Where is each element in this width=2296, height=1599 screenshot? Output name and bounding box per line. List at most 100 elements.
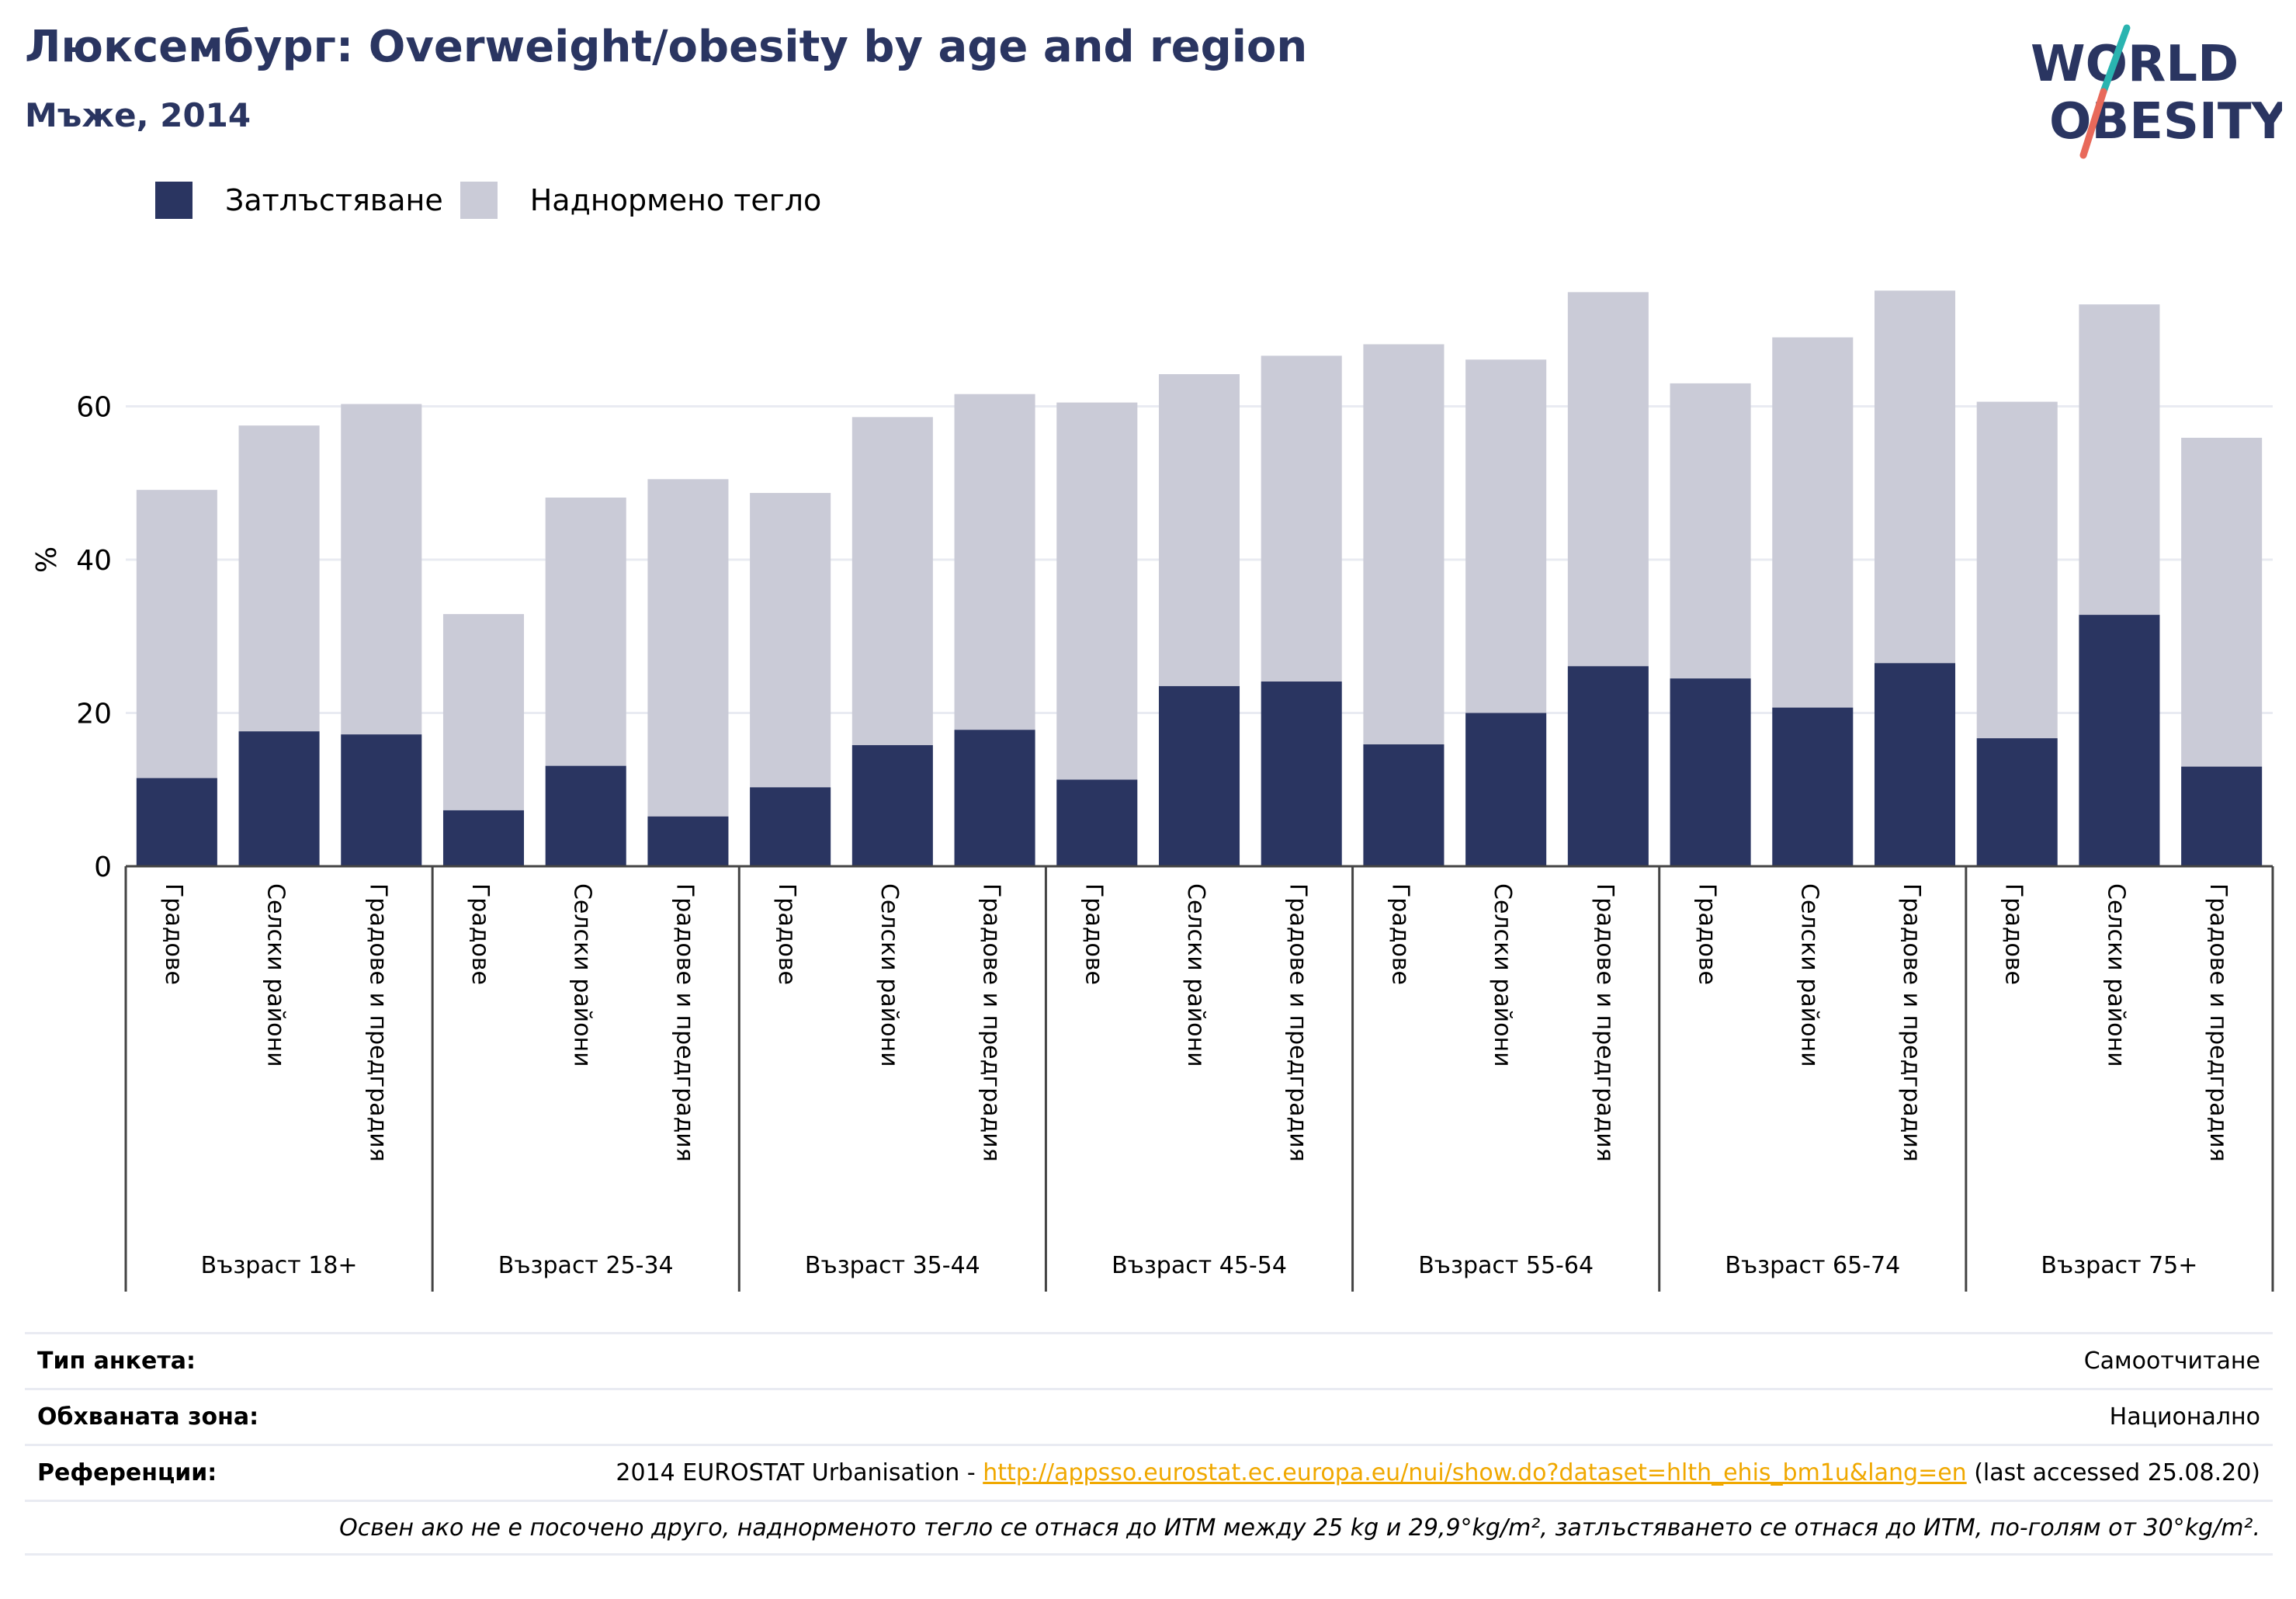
legend-swatch-obesity (155, 182, 192, 219)
bar-chart: 0 20 40 60% Градове Селски райони Градове и пр… (31, 290, 2274, 1292)
x-tick-label-region: Селски райони (1795, 883, 1823, 1067)
bar-overweight (442, 614, 525, 810)
logo-slash-teal (2100, 24, 2131, 95)
bar-obesity (1567, 666, 1649, 866)
x-tick-label-region: Градове (466, 883, 494, 985)
bar-obesity (136, 778, 217, 866)
x-tick-label-region: Селски райони (262, 883, 290, 1067)
x-tick-label-region: Селски райони (2102, 883, 2129, 1067)
x-group-label: Възраст 45-54 (1112, 1252, 1287, 1279)
x-tick-label-region: Градове и предградия (671, 883, 698, 1162)
references-label: Референции: (37, 1459, 217, 1486)
bar-obesity (1874, 663, 1956, 866)
bar-overweight (1670, 383, 1751, 679)
x-group-label: Възраст 65-74 (1725, 1252, 1900, 1279)
bar-overweight (851, 417, 933, 745)
reference-suffix: (last accessed 25.08.20) (1966, 1459, 2260, 1486)
reference-link[interactable]: http://appsso.eurostat.ec.europa.eu/nui/… (983, 1459, 1967, 1486)
x-tick-label-region: Градове (1694, 883, 1721, 985)
bar-obesity (1772, 707, 1854, 866)
x-group-label: Възраст 75+ (2041, 1252, 2197, 1279)
bar-obesity (238, 731, 320, 866)
coverage-area-value: Национално (2109, 1403, 2260, 1431)
bar-overweight (1567, 292, 1649, 667)
bar-overweight (954, 394, 1035, 730)
x-tick-label-region: Градове (1080, 883, 1107, 985)
bar-obesity (442, 810, 525, 866)
x-group-label: Възраст 18+ (201, 1252, 358, 1279)
bar-overweight (1261, 356, 1342, 682)
logo-line1: WORLD (2031, 36, 2239, 93)
legend-item-overweight[interactable]: Наднормено тегло (460, 182, 822, 219)
x-tick-label-region: Градове и предградия (978, 883, 1005, 1162)
bar-overweight (1976, 401, 2058, 739)
bar-overweight (545, 498, 626, 766)
info-row-survey: Тип анкета: Самоотчитане (25, 1332, 2273, 1388)
y-tick-label: 20 (76, 699, 112, 730)
bar-obesity (1158, 685, 1240, 866)
y-tick-label: 40 (76, 545, 112, 577)
bar-overweight (341, 404, 422, 735)
bar-overweight (136, 490, 217, 779)
bar-obesity (1670, 678, 1751, 866)
y-axis-label: % (31, 546, 63, 573)
reference-prefix: 2014 EUROSTAT Urbanisation - (616, 1459, 983, 1486)
page-title: Люксембург: Overweight/obesity by age an… (25, 22, 1308, 72)
bar-obesity (1465, 713, 1547, 866)
legend-label-obesity: Затлъстяване (225, 183, 443, 217)
x-tick-label-region: Селски райони (1489, 883, 1516, 1067)
bar-overweight (1772, 337, 1854, 708)
x-group-label: Възраст 35-44 (805, 1252, 980, 1279)
y-tick-label: 0 (94, 852, 112, 883)
bar-overweight (1363, 344, 1445, 744)
y-tick-label: 60 (76, 392, 112, 424)
info-row-note: Освен ако не е посочено друго, наднормен… (25, 1500, 2273, 1556)
bar-overweight (1874, 290, 1956, 664)
legend-label-overweight: Наднормено тегло (529, 183, 822, 217)
x-tick-label-region: Градове (160, 883, 187, 985)
chart-legend: Затлъстяване Наднормено тегло (155, 177, 838, 224)
x-tick-label-region: Градове и предградия (1898, 883, 1925, 1162)
bar-overweight (1056, 402, 1138, 780)
bar-obesity (1056, 779, 1138, 866)
bar-obesity (954, 730, 1035, 866)
bar-overweight (647, 479, 729, 817)
info-table: Тип анкета: Самоотчитане Обхваната зона:… (25, 1332, 2273, 1556)
bar-obesity (1363, 744, 1445, 866)
x-group-label: Възраст 55-64 (1418, 1252, 1594, 1279)
bar-obesity (1976, 738, 2058, 866)
references-value: 2014 EUROSTAT Urbanisation - http://apps… (616, 1459, 2260, 1486)
bar-overweight (1158, 374, 1240, 686)
bar-obesity (545, 765, 626, 866)
bar-obesity (2181, 766, 2263, 866)
x-tick-label-region: Градове и предградия (2204, 883, 2232, 1162)
x-tick-label-region: Градове (1386, 883, 1413, 985)
bar-obesity (341, 734, 422, 866)
bar-obesity (647, 816, 729, 866)
info-row-references: Референции: 2014 EUROSTAT Urbanisation -… (25, 1444, 2273, 1500)
logo-slash-coral (2079, 88, 2107, 159)
coverage-area-label: Обхваната зона: (37, 1403, 259, 1431)
x-tick-label-region: Градове и предградия (1591, 883, 1618, 1162)
info-row-area: Обхваната зона: Национално (25, 1388, 2273, 1444)
x-tick-label-region: Селски райони (876, 883, 903, 1067)
legend-item-obesity[interactable]: Затлъстяване (155, 182, 443, 219)
bar-obesity (750, 787, 831, 866)
legend-swatch-overweight (460, 182, 498, 219)
bar-overweight (2181, 437, 2263, 767)
bmi-definition-note: Освен ако не е посочено друго, наднормен… (339, 1514, 2260, 1542)
bar-overweight (750, 493, 831, 788)
x-group-label: Възраст 25-34 (498, 1252, 674, 1279)
bar-overweight (1465, 359, 1547, 713)
bar-overweight (2079, 304, 2160, 616)
bar-obesity (2079, 615, 2160, 866)
bar-obesity (1261, 682, 1342, 866)
survey-type-value: Самоотчитане (2083, 1348, 2260, 1375)
x-tick-label-region: Градове и предградия (364, 883, 391, 1162)
x-tick-label-region: Градове (773, 883, 800, 985)
survey-type-label: Тип анкета: (37, 1348, 196, 1375)
x-tick-label-region: Селски райони (569, 883, 596, 1067)
x-tick-label-region: Селски райони (1182, 883, 1209, 1067)
page-subtitle: Мъже, 2014 (25, 96, 251, 134)
world-obesity-logo: WORLD OBESITY (2031, 24, 2282, 159)
